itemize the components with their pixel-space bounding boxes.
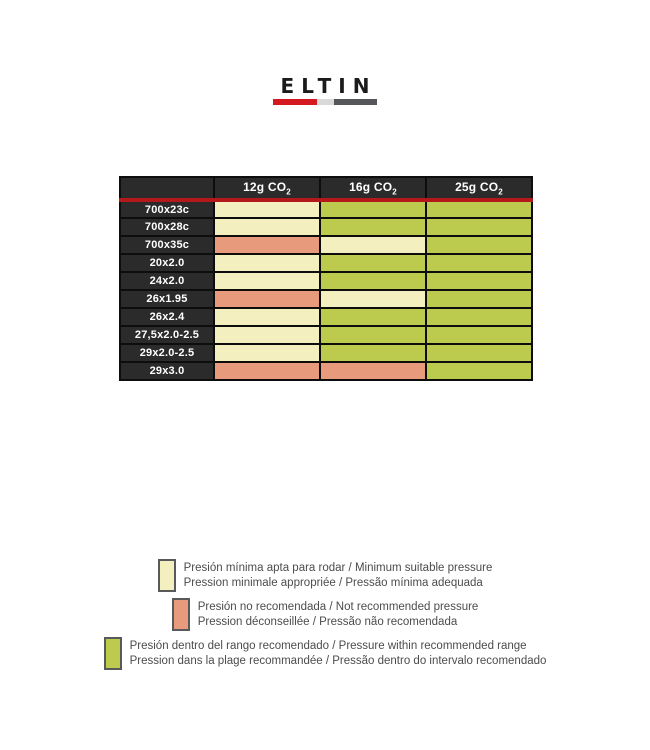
pressure-cell-not-recommended (213, 361, 321, 381)
tire-size-label: 29x3.0 (119, 361, 215, 381)
table-row: 700x35c (119, 235, 533, 255)
pressure-cell-recommended (319, 217, 427, 237)
pressure-cell-minimum (319, 235, 427, 255)
pressure-cell-recommended (319, 325, 427, 345)
co2-pressure-table: 12g CO2 16g CO2 25g CO2 700x23c 700x28c 70… (119, 176, 533, 381)
table-header: 12g CO2 16g CO2 25g CO2 (119, 176, 533, 202)
not-recommended-pressure-swatch (171, 598, 190, 631)
pressure-cell-recommended (319, 253, 427, 273)
logo-bar-red-segment (273, 99, 317, 105)
table-row: 20x2.0 (119, 253, 533, 273)
column-header-16g: 16g CO2 (319, 176, 427, 202)
pressure-cell-recommended (319, 343, 427, 363)
minimum-pressure-swatch (157, 559, 176, 592)
legend-text-recommended: Presión dentro del rango recomendado / P… (130, 639, 547, 669)
pressure-cell-recommended (425, 361, 533, 381)
pressure-cell-minimum (213, 217, 321, 237)
legend-text-minimum: Presión mínima apta para rodar / Minimum… (184, 561, 493, 591)
pressure-cell-recommended (319, 271, 427, 291)
legend-item-minimum: Presión mínima apta para rodar / Minimum… (157, 559, 493, 592)
pressure-cell-not-recommended (213, 235, 321, 255)
tire-size-label: 20x2.0 (119, 253, 215, 273)
tire-size-label: 26x2.4 (119, 307, 215, 327)
pressure-cell-minimum (213, 199, 321, 219)
legend-not-recommended-line2: Pression déconseillée / Pressão não reco… (197, 615, 458, 628)
corner-cell (119, 176, 215, 202)
pressure-cell-recommended (425, 325, 533, 345)
pressure-cell-not-recommended (319, 361, 427, 381)
pressure-cell-recommended (319, 307, 427, 327)
pressure-cell-minimum (213, 253, 321, 273)
pressure-cell-recommended (425, 235, 533, 255)
legend-item-recommended: Presión dentro del rango recomendado / P… (103, 637, 547, 670)
tire-size-label: 26x1.95 (119, 289, 215, 309)
column-header-12g: 12g CO2 (213, 176, 321, 202)
pressure-cell-minimum (319, 289, 427, 309)
pressure-cell-recommended (319, 199, 427, 219)
pressure-cell-minimum (213, 307, 321, 327)
legend-recommended-line2: Pression dans la plage recommandée / Pre… (129, 654, 547, 667)
table-row: 26x1.95 (119, 289, 533, 309)
pressure-cell-not-recommended (213, 289, 321, 309)
legend: Presión mínima apta para rodar / Minimum… (0, 559, 650, 670)
tire-size-label: 700x28c (119, 217, 215, 237)
column-header-25g: 25g CO2 (425, 176, 533, 202)
brand-logo: ELTIN (0, 76, 650, 105)
tire-size-label: 700x35c (119, 235, 215, 255)
legend-minimum-line2: Pression minimale appropriée / Pressão m… (183, 576, 483, 589)
table-row: 29x3.0 (119, 361, 533, 381)
table-row: 24x2.0 (119, 271, 533, 291)
pressure-cell-recommended (425, 253, 533, 273)
tire-size-label: 29x2.0-2.5 (119, 343, 215, 363)
pressure-cell-minimum (213, 343, 321, 363)
pressure-cell-minimum (213, 271, 321, 291)
pressure-cell-recommended (425, 307, 533, 327)
legend-minimum-line1: Presión mínima apta para rodar / Minimum… (183, 561, 493, 574)
table-row: 27,5x2.0-2.5 (119, 325, 533, 345)
pressure-cell-minimum (213, 325, 321, 345)
table-row: 29x2.0-2.5 (119, 343, 533, 363)
brand-logo-text: ELTIN (280, 74, 377, 98)
tire-size-label: 24x2.0 (119, 271, 215, 291)
legend-item-not-recommended: Presión no recomendada / Not recommended… (171, 598, 479, 631)
pressure-cell-recommended (425, 217, 533, 237)
pressure-cell-recommended (425, 271, 533, 291)
table-row: 26x2.4 (119, 307, 533, 327)
pressure-cell-recommended (425, 343, 533, 363)
logo-bar-dark-segment (334, 99, 377, 105)
tire-size-label: 700x23c (119, 199, 215, 219)
tire-size-label: 27,5x2.0-2.5 (119, 325, 215, 345)
pressure-table-body: 700x23c 700x28c 700x35c 20x2.0 24x2.0 26x1.95… (119, 199, 533, 381)
legend-text-not-recommended: Presión no recomendada / Not recommended… (198, 600, 479, 630)
legend-recommended-line1: Presión dentro del rango recomendado / P… (129, 639, 527, 652)
pressure-cell-recommended (425, 199, 533, 219)
recommended-pressure-swatch (103, 637, 122, 670)
table-row: 700x23c (119, 199, 533, 219)
legend-not-recommended-line1: Presión no recomendada / Not recommended… (197, 600, 479, 613)
table-row: 700x28c (119, 217, 533, 237)
logo-bar-gray-segment (316, 99, 335, 105)
brand-logo-bar (273, 99, 377, 105)
pressure-cell-recommended (425, 289, 533, 309)
